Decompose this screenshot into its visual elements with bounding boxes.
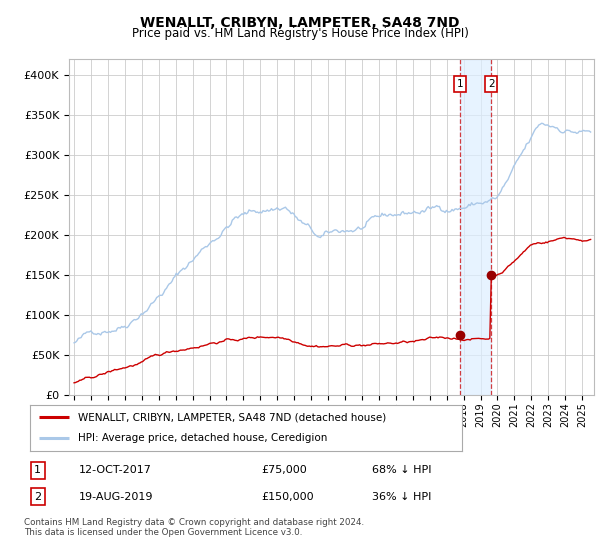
- Text: 19-AUG-2019: 19-AUG-2019: [79, 492, 154, 502]
- Text: £150,000: £150,000: [262, 492, 314, 502]
- Text: 1: 1: [457, 79, 463, 89]
- Text: £75,000: £75,000: [262, 465, 307, 475]
- Bar: [460, 59, 491, 395]
- Text: 68% ↓ HPI: 68% ↓ HPI: [372, 465, 431, 475]
- Text: 1: 1: [34, 465, 41, 475]
- Text: 2: 2: [34, 492, 41, 502]
- Text: HPI: Average price, detached house, Ceredigion: HPI: Average price, detached house, Cere…: [77, 433, 327, 444]
- Text: Contains HM Land Registry data © Crown copyright and database right 2024.
This d: Contains HM Land Registry data © Crown c…: [24, 518, 364, 538]
- Text: 2: 2: [488, 79, 494, 89]
- Text: Price paid vs. HM Land Registry's House Price Index (HPI): Price paid vs. HM Land Registry's House …: [131, 27, 469, 40]
- Text: 12-OCT-2017: 12-OCT-2017: [79, 465, 152, 475]
- Text: 36% ↓ HPI: 36% ↓ HPI: [372, 492, 431, 502]
- Text: WENALLT, CRIBYN, LAMPETER, SA48 7ND (detached house): WENALLT, CRIBYN, LAMPETER, SA48 7ND (det…: [77, 412, 386, 422]
- Text: WENALLT, CRIBYN, LAMPETER, SA48 7ND: WENALLT, CRIBYN, LAMPETER, SA48 7ND: [140, 16, 460, 30]
